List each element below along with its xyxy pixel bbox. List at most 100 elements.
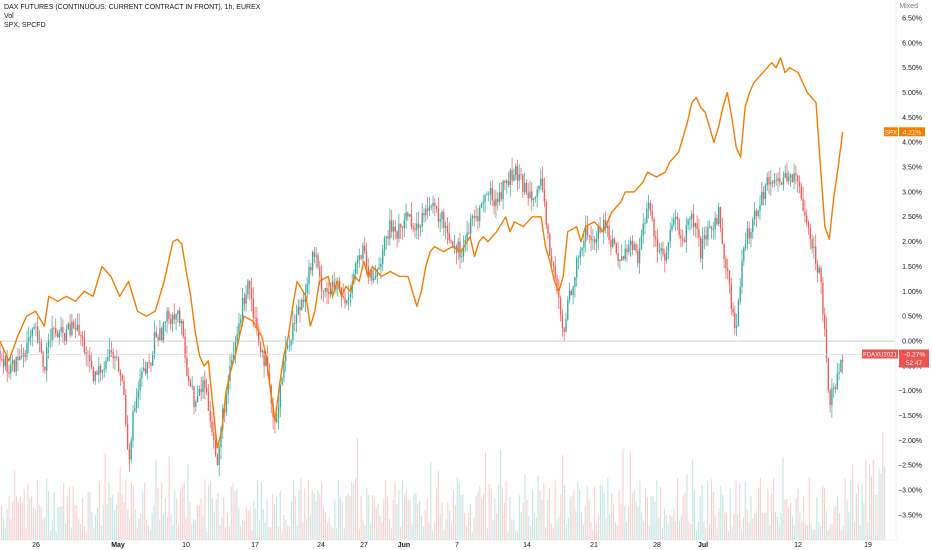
- volume-bar: [334, 499, 336, 540]
- scale-mode-label[interactable]: Mixed: [899, 3, 918, 10]
- volume-bar: [488, 484, 490, 540]
- price-axis[interactable]: 6.50% 6.00% 5.50% 5.00% 4.50% 4.00% 3.50% 3.00%…: [895, 0, 922, 540]
- volume-bar: [217, 493, 219, 540]
- volume-bar: [684, 492, 686, 540]
- price-candle: [513, 174, 515, 181]
- volume-bar: [581, 511, 583, 540]
- price-candle: [703, 235, 705, 240]
- volume-bar: [17, 501, 19, 540]
- price-candle: [795, 173, 797, 176]
- volume-bar: [332, 528, 334, 540]
- time-tick-label: 27: [360, 542, 368, 549]
- volume-bar: [10, 519, 12, 540]
- price-candle: [116, 356, 118, 358]
- volume-bar: [682, 495, 684, 540]
- volume-bar: [748, 521, 750, 540]
- price-candle: [653, 219, 655, 237]
- volume-bar: [227, 513, 229, 540]
- volume-bar: [831, 524, 833, 540]
- price-candle: [173, 314, 175, 320]
- volume-bar: [311, 490, 313, 540]
- volume-bar: [673, 508, 675, 540]
- volume-bar: [179, 490, 181, 540]
- volume-bar: [848, 512, 850, 540]
- volume-bar: [458, 481, 460, 540]
- price-candle: [64, 332, 66, 342]
- volume-bar: [639, 481, 641, 540]
- volume-bar: [121, 494, 123, 540]
- volume-bar: [377, 503, 379, 540]
- volume-bar: [100, 525, 102, 540]
- price-candle: [182, 321, 184, 337]
- volume-bar: [349, 495, 351, 540]
- volume-bar: [6, 509, 8, 540]
- price-candle: [358, 255, 360, 261]
- volume-bar: [633, 489, 635, 540]
- volume-bar: [874, 494, 876, 540]
- price-candle: [775, 180, 777, 181]
- price-candle: [678, 219, 680, 236]
- volume-bar: [61, 506, 63, 540]
- volume-bar: [801, 521, 803, 540]
- price-candle: [484, 195, 486, 202]
- price-candle: [804, 211, 806, 216]
- volume-bar: [304, 488, 306, 540]
- volume-bar: [89, 492, 91, 540]
- spx-line: [0, 57, 844, 449]
- price-candle: [231, 359, 233, 367]
- volume-bar: [614, 521, 616, 540]
- volume-bar: [144, 482, 146, 540]
- volume-bar: [468, 512, 470, 540]
- volume-bar: [211, 498, 213, 540]
- volume-bar: [635, 502, 637, 540]
- price-tick-label: −1.00%: [898, 388, 922, 395]
- volume-bar: [799, 511, 801, 540]
- volume-bar: [383, 499, 385, 540]
- volume-bar: [390, 528, 392, 540]
- volume-bar: [573, 489, 575, 540]
- volume-bar: [206, 531, 208, 540]
- volume-bar: [532, 489, 534, 540]
- price-candle: [31, 328, 33, 336]
- volume-bar: [447, 502, 449, 540]
- volume-bar: [773, 478, 775, 540]
- price-candle: [744, 243, 747, 248]
- price-candle: [565, 319, 567, 332]
- price-candle: [73, 321, 75, 329]
- volume-bar: [1, 505, 3, 540]
- volume-bar: [678, 520, 680, 540]
- volume-bar: [178, 524, 180, 540]
- price-candle: [175, 314, 177, 320]
- volume-bar: [292, 479, 294, 540]
- volume-bar: [168, 456, 170, 540]
- volume-bar: [434, 522, 436, 540]
- legend-volume[interactable]: Vol: [4, 13, 14, 21]
- volume-bar: [535, 517, 537, 540]
- price-candle: [518, 174, 520, 181]
- volume-bar: [716, 528, 718, 540]
- volume-bar: [151, 513, 153, 540]
- volume-bar: [441, 502, 443, 540]
- volume-bar: [835, 506, 837, 540]
- price-tick-label: 1.50%: [902, 264, 922, 271]
- legend-compare-symbol[interactable]: SPX, SPCFD: [4, 22, 46, 30]
- price-candle: [696, 223, 698, 230]
- volume-bar: [628, 505, 630, 540]
- volume-bar: [228, 526, 230, 540]
- price-candle: [647, 202, 650, 209]
- volume-bar: [705, 528, 707, 540]
- price-candle: [10, 364, 12, 374]
- price-candle: [646, 208, 648, 223]
- price-candle: [150, 362, 152, 366]
- price-candle: [24, 353, 26, 357]
- price-candle: [89, 354, 91, 361]
- volume-bar: [515, 531, 517, 540]
- time-axis[interactable]: 26 May 10 17 24 27 Jun 7 14 21 28 Jul 12 19: [0, 539, 895, 549]
- price-candle: [218, 447, 220, 465]
- volume-bars: [1, 432, 886, 540]
- price-candle: [398, 223, 400, 239]
- volume-bar: [795, 498, 797, 540]
- legend-main-symbol[interactable]: DAX FUTURES (CONTINUOUS: CURRENT CONTRAC…: [4, 4, 261, 11]
- volume-bar: [675, 521, 677, 540]
